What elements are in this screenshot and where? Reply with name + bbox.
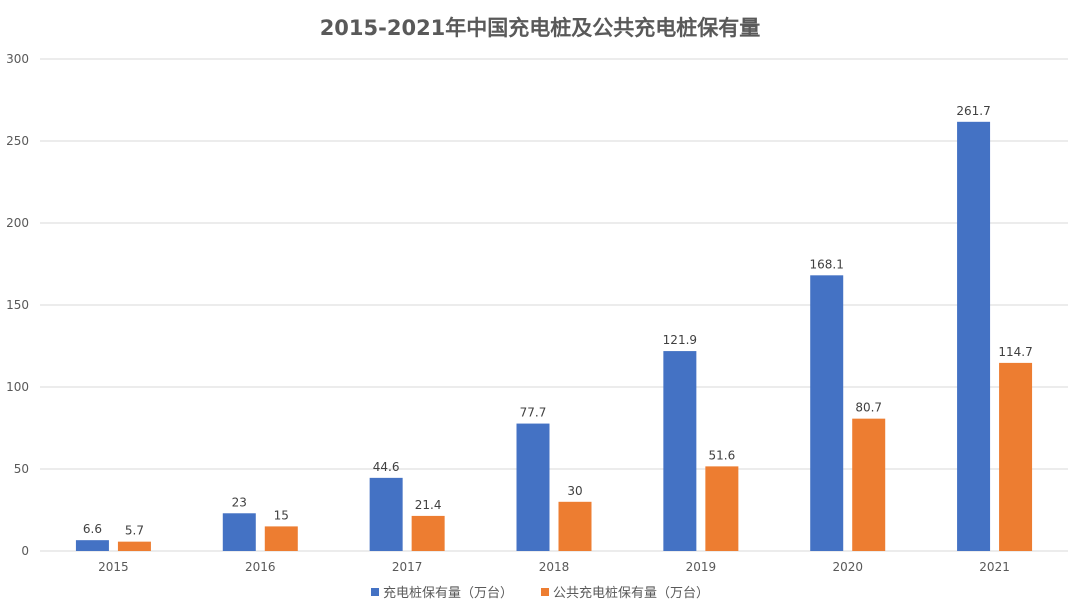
bar-s2-2019 xyxy=(705,466,739,551)
bar-s1-2020 xyxy=(810,275,844,551)
x-tick-label-2018: 2018 xyxy=(539,560,570,574)
legend-item-series-1: 充电桩保有量（万台） xyxy=(370,582,513,601)
y-tick-label-0: 0 xyxy=(21,544,29,558)
y-tick-label-6: 300 xyxy=(6,52,29,66)
bar-s2-2017 xyxy=(411,515,445,551)
y-tick-label-1: 50 xyxy=(14,462,29,476)
bar-s1-2015 xyxy=(75,540,109,551)
x-tick-label-2020: 2020 xyxy=(832,560,863,574)
x-tick-label-2017: 2017 xyxy=(392,560,423,574)
data-label-s1-2015: 6.6 xyxy=(83,522,102,536)
bar-s2-2016 xyxy=(264,526,298,551)
legend-label-series-2: 公共充电桩保有量（万台） xyxy=(553,586,710,601)
legend-swatch-series-1 xyxy=(370,587,379,596)
legend-item-series-2: 公共充电桩保有量（万台） xyxy=(541,582,709,601)
x-tick-label-2015: 2015 xyxy=(98,560,129,574)
data-label-s1-2016: 23 xyxy=(232,495,247,509)
bar-s2-2020 xyxy=(852,418,886,551)
bar-s1-2021 xyxy=(957,121,991,551)
data-label-s1-2019: 121.9 xyxy=(663,333,697,347)
data-label-s1-2017: 44.6 xyxy=(373,460,400,474)
data-label-s1-2018: 77.7 xyxy=(520,406,547,420)
data-label-s2-2015: 5.7 xyxy=(125,524,144,538)
legend-label-series-1: 充电桩保有量（万台） xyxy=(382,586,513,601)
bar-s1-2017 xyxy=(369,477,403,551)
y-tick-label-4: 200 xyxy=(6,216,29,230)
bar-s1-2016 xyxy=(222,513,256,551)
data-label-s2-2017: 21.4 xyxy=(415,498,442,512)
bar-s2-2021 xyxy=(999,362,1033,551)
bar-s2-2015 xyxy=(117,541,151,551)
bar-s1-2019 xyxy=(663,351,697,551)
bar-s1-2018 xyxy=(516,423,550,551)
legend: 充电桩保有量（万台） 公共充电桩保有量（万台） xyxy=(0,582,1080,601)
data-label-s2-2019: 51.6 xyxy=(708,448,735,462)
y-tick-label-3: 150 xyxy=(6,298,29,312)
chart-title: 2015-2021年中国充电桩及公共充电桩保有量 xyxy=(319,16,761,40)
bar-s2-2018 xyxy=(558,501,592,551)
x-tick-label-2019: 2019 xyxy=(686,560,717,574)
y-tick-label-2: 100 xyxy=(6,380,29,394)
data-label-s2-2018: 30 xyxy=(567,484,582,498)
legend-swatch-series-2 xyxy=(541,587,549,596)
data-label-s1-2020: 168.1 xyxy=(810,257,844,271)
x-tick-label-2021: 2021 xyxy=(979,560,1010,574)
y-tick-label-5: 250 xyxy=(6,134,29,148)
data-label-s2-2020: 80.7 xyxy=(855,401,882,415)
data-label-s2-2016: 15 xyxy=(274,508,289,522)
x-tick-label-2016: 2016 xyxy=(245,560,276,574)
data-label-s2-2021: 114.7 xyxy=(998,345,1032,359)
data-label-s1-2021: 261.7 xyxy=(956,104,990,118)
